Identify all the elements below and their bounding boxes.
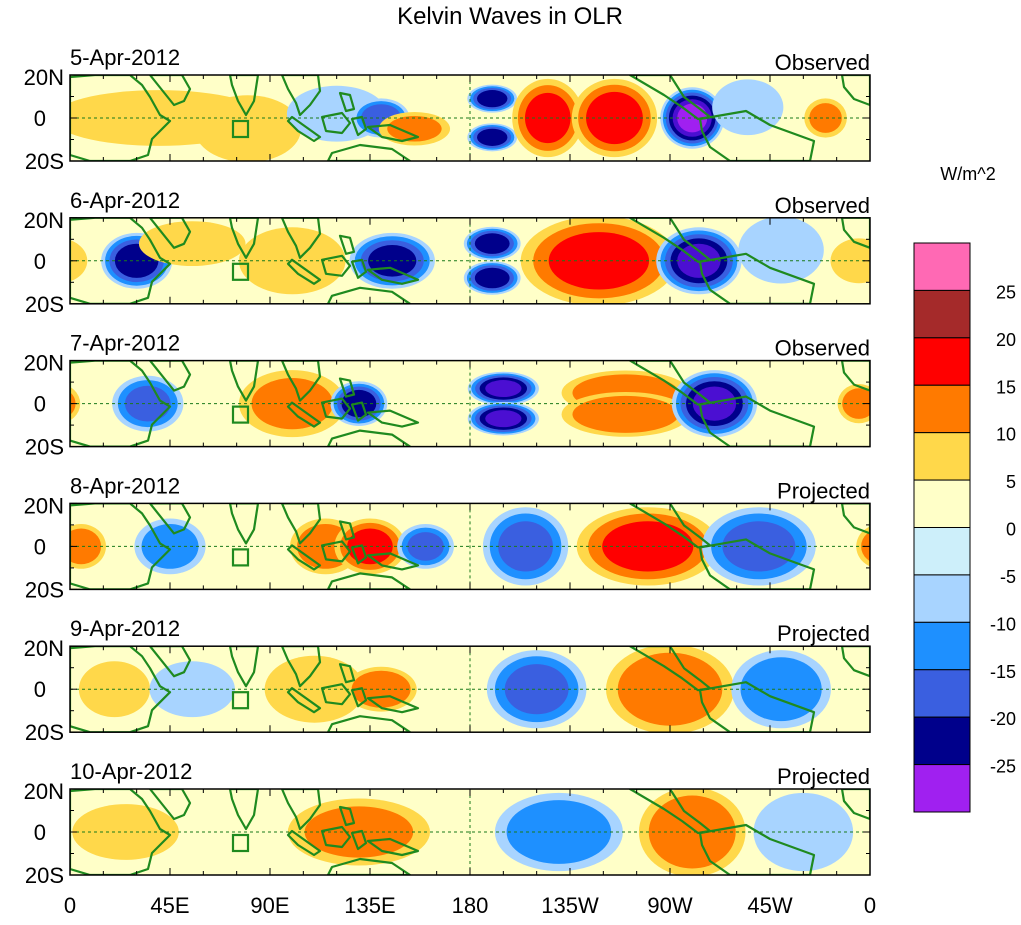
lat-label-20s: 20S bbox=[25, 720, 64, 745]
anomaly-contour bbox=[738, 217, 823, 284]
lat-label-20s: 20S bbox=[25, 863, 64, 888]
panel-1 bbox=[4, 75, 946, 162]
colorbar-label: -10 bbox=[990, 614, 1016, 634]
anomaly-contour bbox=[882, 96, 946, 141]
panel-date: 8-Apr-2012 bbox=[70, 473, 180, 498]
lon-label: 180 bbox=[452, 893, 489, 918]
panel-date: 7-Apr-2012 bbox=[70, 331, 180, 356]
anomaly-contour bbox=[139, 221, 246, 266]
colorbar-label: 10 bbox=[996, 425, 1016, 445]
anomaly-contour bbox=[477, 90, 507, 107]
anomaly-contour bbox=[895, 104, 934, 131]
anomaly-contour bbox=[485, 380, 521, 397]
lat-label-20s: 20S bbox=[25, 577, 64, 602]
lat-label-eq: 0 bbox=[34, 534, 46, 559]
lat-label-eq: 0 bbox=[34, 249, 46, 274]
lon-label: 45E bbox=[150, 893, 189, 918]
panel-5 bbox=[70, 645, 950, 734]
anomaly-contour bbox=[572, 396, 678, 433]
anomaly-contour bbox=[891, 102, 938, 135]
colorbar-swatch bbox=[914, 480, 970, 527]
colorbar-swatch bbox=[914, 385, 970, 432]
lon-label: 45W bbox=[747, 893, 792, 918]
panel-status: Projected bbox=[777, 478, 870, 503]
lat-label-eq: 0 bbox=[34, 820, 46, 845]
lon-label: 90E bbox=[250, 893, 289, 918]
colorbar-swatch bbox=[914, 338, 970, 385]
panel-6 bbox=[70, 787, 979, 876]
anomaly-contour bbox=[475, 268, 510, 289]
lon-label: 0 bbox=[64, 893, 76, 918]
lat-label-20n: 20N bbox=[24, 779, 64, 804]
colorbar-swatch bbox=[914, 717, 970, 764]
colorbar-label: 20 bbox=[996, 330, 1016, 350]
colorbar-label: 5 bbox=[1006, 472, 1016, 492]
colorbar-label: 25 bbox=[996, 282, 1016, 302]
panel-date: 6-Apr-2012 bbox=[70, 188, 180, 213]
anomaly-contour bbox=[477, 129, 507, 146]
colorbar-swatch bbox=[914, 622, 970, 669]
colorbar-swatch bbox=[914, 290, 970, 337]
anomaly-contour bbox=[368, 245, 416, 277]
lat-label-eq: 0 bbox=[34, 677, 46, 702]
panel-status: Observed bbox=[775, 193, 870, 218]
panel-4 bbox=[56, 503, 906, 589]
colorbar-swatch bbox=[914, 765, 970, 812]
units-label: W/m^2 bbox=[940, 164, 995, 184]
olr-map bbox=[70, 645, 950, 734]
olr-map bbox=[30, 216, 887, 305]
anomaly-contour bbox=[485, 410, 521, 427]
panel-date: 10-Apr-2012 bbox=[70, 759, 192, 784]
colorbar-label: -5 bbox=[1000, 567, 1016, 587]
olr-map bbox=[4, 75, 946, 162]
colorbar: 25 20 15 10 5 0 -5 -10 -15 -20 -25 bbox=[914, 243, 1016, 812]
colorbar-swatch bbox=[914, 670, 970, 717]
panel-3 bbox=[38, 361, 881, 447]
lat-label-20n: 20N bbox=[24, 493, 64, 518]
lon-label: 135E bbox=[344, 893, 395, 918]
panel-2 bbox=[30, 216, 887, 305]
olr-map bbox=[56, 503, 906, 589]
anomaly-contour bbox=[475, 233, 510, 254]
colorbar-swatch bbox=[914, 528, 970, 575]
lat-label-eq: 0 bbox=[34, 106, 46, 131]
olr-map bbox=[70, 787, 979, 876]
colorbar-swatch bbox=[914, 433, 970, 480]
colorbar-swatch bbox=[914, 243, 970, 290]
lon-label: 135W bbox=[541, 893, 599, 918]
lon-label: 90W bbox=[647, 893, 692, 918]
figure-title: Kelvin Waves in OLR bbox=[397, 3, 623, 30]
panel-date: 9-Apr-2012 bbox=[70, 616, 180, 641]
lat-label-eq: 0 bbox=[34, 392, 46, 417]
anomaly-contour bbox=[888, 100, 941, 137]
lat-label-20n: 20N bbox=[24, 65, 64, 90]
lon-label: 0 bbox=[864, 893, 876, 918]
colorbar-swatch bbox=[914, 575, 970, 622]
colorbar-label: 15 bbox=[996, 377, 1016, 397]
colorbar-label: -25 bbox=[990, 757, 1016, 777]
lat-label-20s: 20S bbox=[25, 435, 64, 460]
colorbar-label: -15 bbox=[990, 662, 1016, 682]
panel-status: Projected bbox=[777, 621, 870, 646]
lat-label-20s: 20S bbox=[25, 149, 64, 174]
panel-date: 5-Apr-2012 bbox=[70, 45, 180, 70]
anomaly-contour bbox=[899, 108, 929, 129]
colorbar-label: -20 bbox=[990, 709, 1016, 729]
olr-map bbox=[38, 361, 881, 447]
kelvin-wave-figure: 25 20 15 10 5 0 -5 -10 -15 -20 -25 Kelvin Waves in… bbox=[0, 0, 1021, 920]
lat-label-20n: 20N bbox=[24, 351, 64, 376]
anomaly-contour bbox=[885, 98, 944, 139]
panel-status: Observed bbox=[775, 50, 870, 75]
panel-status: Projected bbox=[777, 764, 870, 789]
lat-label-20s: 20S bbox=[25, 292, 64, 317]
panel-status: Observed bbox=[775, 336, 870, 361]
colorbar-label: 0 bbox=[1006, 520, 1016, 540]
lat-label-20n: 20N bbox=[24, 208, 64, 233]
lat-label-20n: 20N bbox=[24, 636, 64, 661]
